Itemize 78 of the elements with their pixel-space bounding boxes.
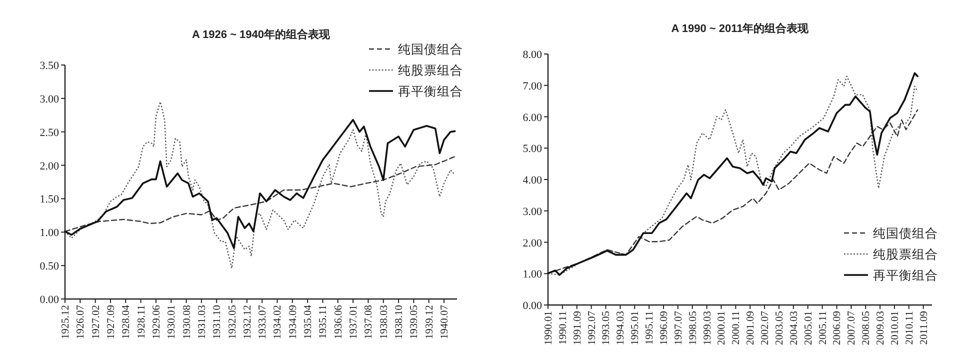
y-tick-label: 1.50 [40, 194, 60, 206]
x-tick-label: 1992.07 [586, 311, 598, 346]
x-tick-label: 1990.01 [544, 311, 554, 346]
legend-label: 再平衡组合 [873, 268, 938, 282]
legend-label: 纯国债组合 [873, 226, 938, 240]
x-tick-label: 1938.10 [394, 305, 406, 340]
y-tick-label: 3.00 [522, 206, 542, 218]
x-tick-label: 1927.09 [106, 305, 117, 340]
y-tick-label: 2.50 [40, 126, 60, 139]
y-tick-label: 2.00 [40, 160, 60, 172]
y-tick-label: 0.00 [40, 294, 60, 306]
x-tick-label: 1935.04 [303, 304, 314, 340]
x-tick-label: 1938.03 [378, 305, 390, 340]
x-tick-label: 1934.02 [272, 305, 284, 340]
x-tick-label: 1994.03 [616, 311, 627, 346]
x-tick-label: 2000.11 [731, 311, 742, 345]
x-tick-label: 1928.11 [136, 305, 148, 339]
x-tick-label: 1997.07 [673, 311, 684, 346]
x-tick-label: 1932.05 [227, 305, 238, 340]
y-tick-label: 0.00 [522, 300, 542, 312]
x-tick-label: 1939.05 [409, 305, 420, 340]
x-tick-label: 1931.10 [212, 305, 224, 340]
x-tick-label: 1937.01 [348, 305, 360, 340]
x-tick-label: 2010.11 [904, 311, 916, 345]
y-tick-label: 0.50 [40, 260, 60, 273]
legend-label: 再平衡组合 [398, 84, 463, 98]
x-tick-label: 1995.11 [644, 311, 656, 345]
x-tick-label: 1999.03 [702, 311, 714, 346]
x-tick-label: 2001.09 [746, 311, 757, 346]
y-tick-label: 2.00 [522, 237, 542, 250]
x-tick-label: 1935.11 [318, 305, 330, 339]
x-tick-label: 2002.07 [760, 311, 772, 346]
legend-label: 纯股票组合 [398, 64, 463, 78]
x-tick-label: 1937.08 [364, 305, 375, 340]
y-tick-label: 7.00 [522, 80, 542, 92]
x-tick-label: 1930.08 [182, 305, 193, 340]
y-tick-label: 3.50 [40, 60, 60, 72]
y-tick-label: 1.00 [40, 227, 60, 240]
x-tick-label: 1927.02 [90, 305, 102, 340]
x-tick-label: 1925.12 [60, 305, 72, 340]
x-tick-label: 1998.05 [688, 311, 699, 346]
x-tick-label: 1928.04 [121, 304, 132, 340]
x-tick-label: 1930.01 [166, 305, 178, 340]
x-tick-label: 1991.09 [572, 311, 584, 346]
x-tick-label: 1932.12 [242, 305, 254, 340]
y-tick-label: 3.00 [40, 93, 60, 106]
x-tick-label: 1929.06 [151, 305, 162, 340]
y-tick-label: 8.00 [522, 49, 542, 61]
x-tick-label: 2000.01 [716, 311, 728, 346]
legend-label: 纯股票组合 [873, 248, 938, 262]
x-tick-label: 1993.05 [601, 311, 612, 346]
chart-title: A 1926 ~ 1940年的组合表现 [192, 28, 332, 41]
x-tick-label: 1996.09 [658, 311, 670, 346]
x-tick-label: 2005.11 [818, 311, 829, 345]
x-tick-label: 2006.09 [832, 311, 844, 346]
x-tick-label: 2009.03 [876, 311, 887, 346]
x-tick-label: 1939.12 [424, 305, 436, 340]
x-tick-label: 2005.01 [803, 311, 814, 346]
x-tick-label: 1936.06 [333, 305, 344, 340]
y-tick-label: 5.00 [522, 143, 542, 156]
x-tick-label: 1926.07 [76, 305, 87, 340]
chart-title: A 1990 ~ 2011年的组合表现 [671, 22, 810, 35]
y-tick-label: 1.00 [522, 268, 542, 281]
x-tick-label: 2007.07 [846, 311, 858, 346]
x-tick-label: 1931.03 [196, 305, 208, 340]
x-tick-label: 1933.07 [258, 305, 269, 340]
x-tick-label: 1990.11 [558, 311, 569, 345]
x-tick-label: 1995.01 [630, 311, 642, 346]
y-tick-label: 6.00 [522, 112, 542, 124]
y-tick-label: 4.00 [522, 174, 542, 186]
x-tick-label: 1940.07 [440, 305, 451, 340]
x-tick-label: 2008.05 [861, 311, 872, 346]
x-tick-label: 2004.03 [788, 311, 800, 346]
legend-label: 纯国债组合 [398, 42, 463, 56]
x-tick-label: 1934.09 [288, 305, 299, 340]
x-tick-label: 2011.09 [918, 311, 930, 345]
x-tick-label: 2010.01 [890, 311, 901, 346]
x-tick-label: 2003.05 [774, 311, 786, 346]
